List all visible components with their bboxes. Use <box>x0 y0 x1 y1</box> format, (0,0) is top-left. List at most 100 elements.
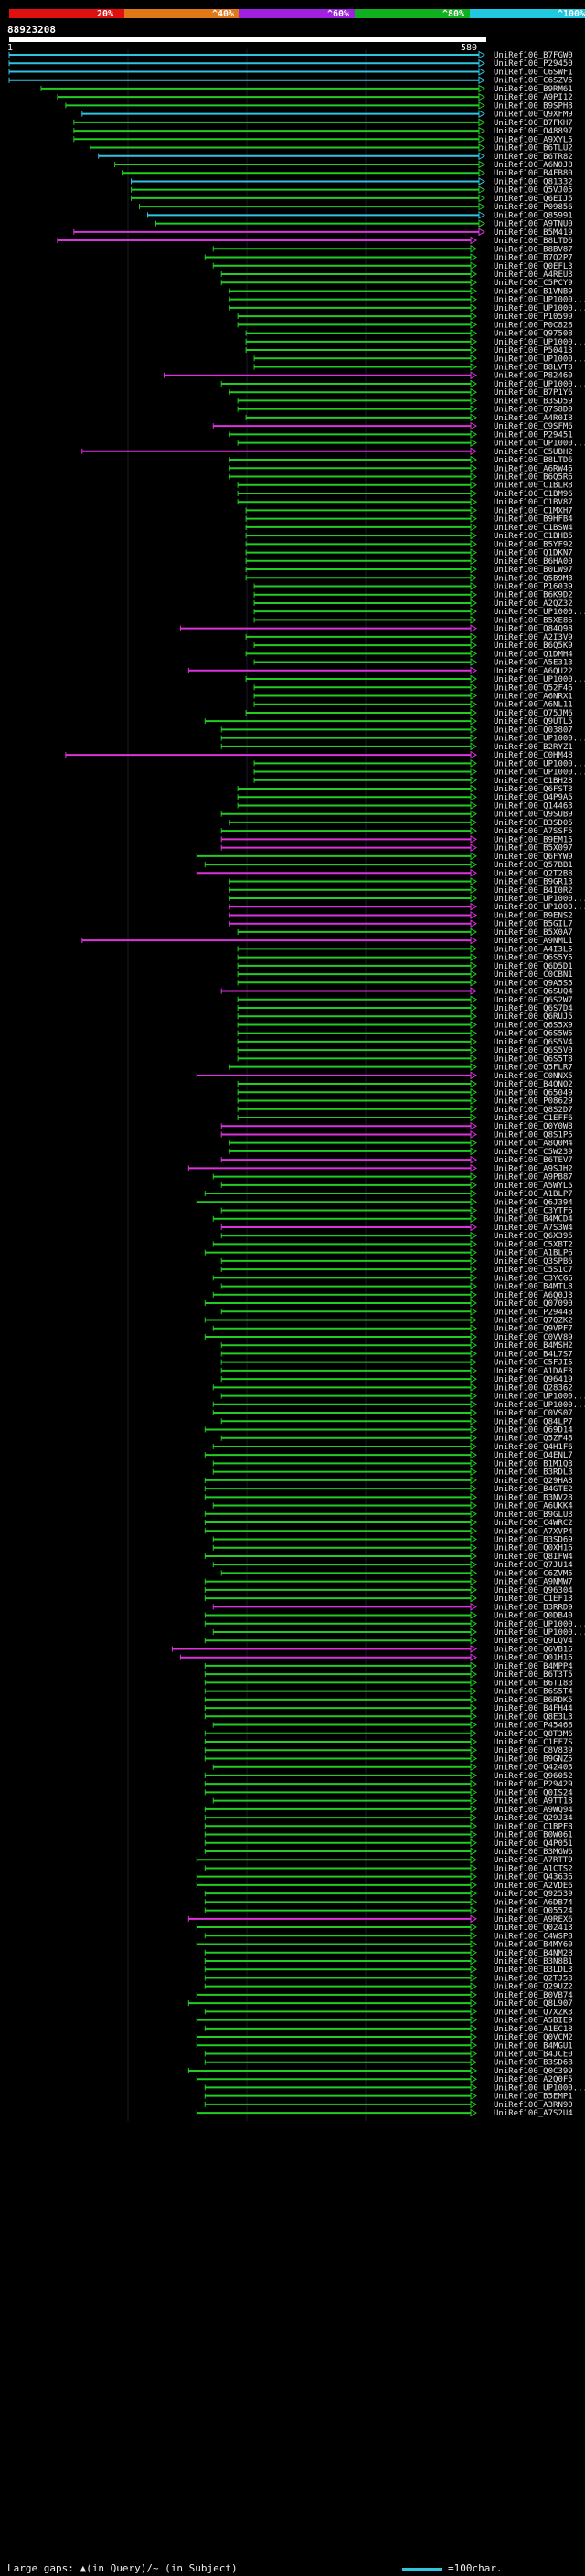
hit-end-arrow <box>470 1248 478 1257</box>
hit-end-arrow <box>470 1974 478 1982</box>
hit-end-arrow <box>470 354 478 363</box>
hit-label: UniRef100_B9HFB4 <box>494 515 573 525</box>
hit-label: UniRef100_A2VDE6 <box>494 1882 573 1891</box>
hit-end-arrow <box>470 1003 478 1012</box>
hit-end-arrow <box>470 413 478 422</box>
hit-end-arrow <box>470 1948 478 1957</box>
hit-label: UniRef100_UP1000... <box>494 355 585 364</box>
hit-label: UniRef100_A9TT18 <box>494 1797 573 1807</box>
hit-end-arrow <box>470 877 478 885</box>
hit-end-arrow <box>470 2032 478 2041</box>
hit-label: UniRef100_Q7JU14 <box>494 1561 573 1570</box>
hit-label: UniRef100_C1BHB5 <box>494 532 573 541</box>
hit-label: UniRef100_Q6SUQ4 <box>494 988 573 997</box>
hit-label: UniRef100_Q6VB16 <box>494 1645 573 1654</box>
hit-end-arrow <box>470 514 478 524</box>
hit-end-arrow <box>470 978 478 987</box>
hit-end-arrow <box>470 649 478 658</box>
hit-end-arrow <box>478 92 485 101</box>
hit-end-arrow <box>470 1518 478 1527</box>
hit-end-arrow <box>470 716 478 726</box>
hit-end-arrow <box>470 953 478 961</box>
hit-label: UniRef100_Q3SPB6 <box>494 1257 573 1267</box>
hit-label: UniRef100_UP1000... <box>494 304 585 313</box>
hit-end-arrow <box>470 1097 478 1105</box>
hit-end-arrow <box>470 810 478 819</box>
hit-label: UniRef100_C5UBH2 <box>494 448 573 457</box>
hit-label: UniRef100_B2RYZ1 <box>494 743 573 752</box>
hit-end-arrow <box>470 539 478 548</box>
hit-label: UniRef100_Q6S5Y5 <box>494 954 573 963</box>
hit-end-arrow <box>470 776 478 785</box>
hit-end-arrow <box>470 1265 478 1274</box>
hit-label: UniRef100_C0VV89 <box>494 1333 573 1342</box>
hit-end-arrow <box>470 961 478 970</box>
hit-label: UniRef100_C5XBT2 <box>494 1240 573 1249</box>
hit-label: UniRef100_B7P1Y6 <box>494 388 573 398</box>
hit-end-arrow <box>470 1087 478 1097</box>
hit-label: UniRef100_Q4P051 <box>494 1839 573 1849</box>
hit-label: UniRef100_A5WYL5 <box>494 1182 573 1191</box>
hit-end-arrow <box>470 758 478 768</box>
hit-label: UniRef100_Q8IFW4 <box>494 1553 573 1562</box>
hit-label: UniRef100_B4MSH2 <box>494 1341 573 1351</box>
hit-label: UniRef100_A9XYL5 <box>494 135 573 144</box>
hit-label: UniRef100_UP1000... <box>494 296 585 305</box>
hit-end-arrow <box>470 683 478 692</box>
hit-end-arrow <box>470 1594 478 1603</box>
hit-label: UniRef100_B1VNB9 <box>494 287 573 296</box>
hit-end-arrow <box>470 1492 478 1501</box>
hit-label: UniRef100_UP1000... <box>494 735 585 744</box>
hit-label: UniRef100_B7FKH7 <box>494 119 573 128</box>
hit-end-arrow <box>470 1543 478 1553</box>
hit-label: UniRef100_Q6S5V0 <box>494 1046 573 1055</box>
hit-label: UniRef100_B6T183 <box>494 1679 573 1688</box>
hit-label: UniRef100_Q96304 <box>494 1586 573 1595</box>
hit-end-arrow <box>470 624 478 633</box>
scale-segment <box>239 9 355 18</box>
hit-end-arrow <box>478 152 485 161</box>
hit-end-arrow <box>470 1366 478 1375</box>
hit-end-arrow <box>470 1653 478 1662</box>
hit-label: UniRef100_B5M419 <box>494 228 573 238</box>
hit-label: UniRef100_Q0XH16 <box>494 1544 573 1553</box>
scale-label: ^100% <box>558 9 585 19</box>
hit-end-arrow <box>478 228 485 237</box>
hit-end-arrow <box>478 219 485 228</box>
hit-end-arrow <box>470 1426 478 1434</box>
hit-label: UniRef100_A7S3W4 <box>494 1224 573 1233</box>
hit-end-arrow <box>470 700 478 709</box>
hit-end-arrow <box>478 84 485 93</box>
hit-end-arrow <box>478 186 485 195</box>
hit-end-arrow <box>470 1745 478 1754</box>
hit-label: UniRef100_Q0DB40 <box>494 1612 573 1621</box>
hit-end-arrow <box>470 1813 478 1822</box>
hit-label: UniRef100_B6T3T5 <box>494 1670 573 1680</box>
hit-end-arrow <box>470 970 478 979</box>
hit-end-arrow <box>470 303 478 313</box>
hit-label: UniRef100_A9PI12 <box>494 93 573 102</box>
hit-end-arrow <box>470 590 478 599</box>
hit-end-arrow <box>470 1872 478 1882</box>
hit-label: UniRef100_UP1000... <box>494 440 585 449</box>
hit-label: UniRef100_Q96052 <box>494 1772 573 1781</box>
hit-end-arrow <box>470 1021 478 1029</box>
hit-end-arrow <box>470 1712 478 1721</box>
hit-label: UniRef100_B4FH44 <box>494 1704 573 1713</box>
hit-end-arrow <box>470 565 478 574</box>
identity-scale-bar: 20% ^40% ^60% ^80% ^100% <box>9 9 585 19</box>
hit-end-arrow <box>470 1341 478 1350</box>
hit-label: UniRef100_P08629 <box>494 1097 573 1107</box>
hit-end-arrow <box>478 210 485 219</box>
hit-label: UniRef100_C6SZV5 <box>494 77 573 86</box>
hit-label: UniRef100_P29450 <box>494 59 573 69</box>
hit-label: UniRef100_P0C828 <box>494 321 573 330</box>
hit-end-arrow <box>470 1029 478 1038</box>
hit-label: UniRef100_B5X097 <box>494 844 573 853</box>
hit-label: UniRef100_Q84Q98 <box>494 625 573 634</box>
hit-end-arrow <box>470 1847 478 1856</box>
hit-end-arrow <box>478 110 485 118</box>
scale-segment <box>9 9 124 18</box>
hit-label: UniRef100_UP1000... <box>494 1628 585 1638</box>
hit-end-arrow <box>470 1324 478 1333</box>
